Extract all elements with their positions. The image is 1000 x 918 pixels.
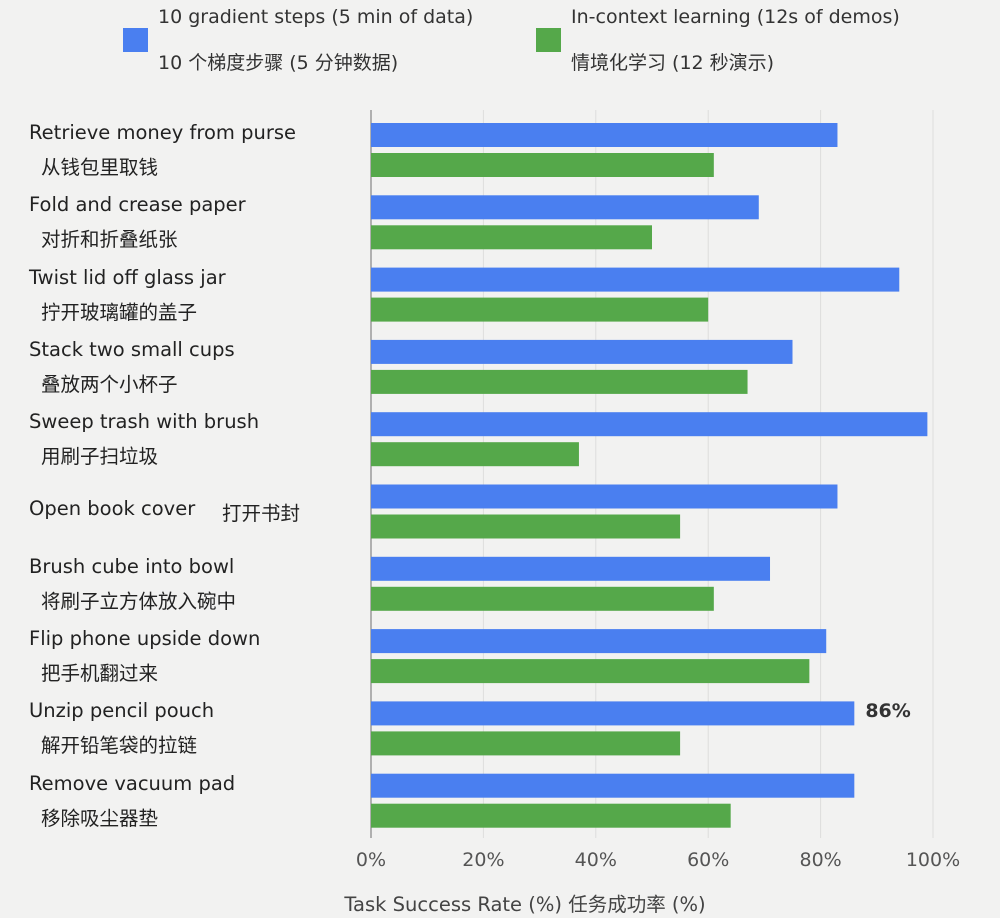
legend-label-incontext-zh: 情境化学习 (12 秒演示) — [571, 52, 775, 74]
category-label-zh: 将刷子立方体放入碗中 — [41, 589, 237, 613]
bar-incontext — [371, 153, 714, 177]
bar-gradient — [371, 484, 838, 509]
bar-gradient — [371, 339, 793, 364]
category-label-en: Retrieve money from purse — [29, 121, 296, 144]
bar-incontext — [371, 659, 810, 684]
legend-swatch-gradient — [123, 28, 148, 52]
bar-gradient — [371, 629, 827, 654]
bar-gradient — [371, 123, 838, 147]
category-label-en: Sweep trash with brush — [29, 410, 260, 434]
category-label-zh: 打开书封 — [222, 501, 301, 525]
x-tick-label: 80% — [799, 849, 842, 871]
category-label-en: Fold and crease paper — [29, 193, 246, 217]
legend-swatch-incontext — [536, 28, 561, 52]
bar-gradient — [371, 773, 855, 798]
x-tick-label: 0% — [355, 849, 387, 871]
x-tick-label: 40% — [574, 849, 617, 871]
bar-incontext — [371, 369, 748, 394]
x-tick-label: 20% — [462, 849, 505, 871]
bar-gradient — [371, 556, 771, 581]
value-annotation: 86% — [865, 700, 911, 723]
bar-incontext — [371, 225, 652, 250]
category-label-en: Open book cover — [29, 496, 196, 520]
category-label-zh: 把手机翻过来 — [41, 662, 159, 686]
category-label-en: Twist lid off glass jar — [29, 265, 226, 289]
legend-label-incontext-en: In-context learning (12s of demos) — [571, 6, 900, 28]
bar-incontext — [371, 586, 714, 611]
bar-gradient — [371, 195, 759, 220]
category-label-en: Stack two small cups — [29, 337, 235, 361]
category-label-zh: 移除吸尘器垫 — [41, 806, 159, 830]
category-label-zh: 拧开玻璃罐的盖子 — [41, 300, 198, 324]
x-tick-label: 100% — [905, 849, 961, 871]
bar-incontext — [371, 442, 579, 467]
bar-gradient — [371, 412, 928, 437]
category-label-zh: 用刷子扫垃圾 — [41, 445, 159, 469]
category-label-en: Remove vacuum pad — [29, 771, 236, 795]
category-label-zh: 解开铅笔袋的拉链 — [41, 734, 198, 758]
category-label-en: Flip phone upside down — [29, 627, 261, 651]
x-tick-label: 60% — [687, 849, 730, 871]
category-label-en: Unzip pencil pouch — [29, 699, 215, 723]
category-label-zh: 对折和折叠纸张 — [41, 228, 178, 252]
legend-label-gradient-zh: 10 个梯度步骤 (5 分钟数据) — [158, 52, 399, 74]
bar-incontext — [371, 731, 681, 756]
legend-label-gradient-en: 10 gradient steps (5 min of data) — [158, 6, 474, 28]
category-label-zh: 叠放两个小杯子 — [41, 372, 178, 396]
bar-gradient — [371, 701, 855, 726]
category-label-en: Brush cube into bowl — [29, 554, 235, 578]
bar-incontext — [371, 297, 709, 322]
bar-gradient — [371, 267, 900, 292]
bar-incontext — [371, 803, 731, 828]
bar-incontext — [371, 514, 681, 539]
x-axis-label: Task Success Rate (%) 任务成功率 (%) — [344, 893, 706, 916]
category-label-zh: 从钱包里取钱 — [41, 156, 159, 179]
